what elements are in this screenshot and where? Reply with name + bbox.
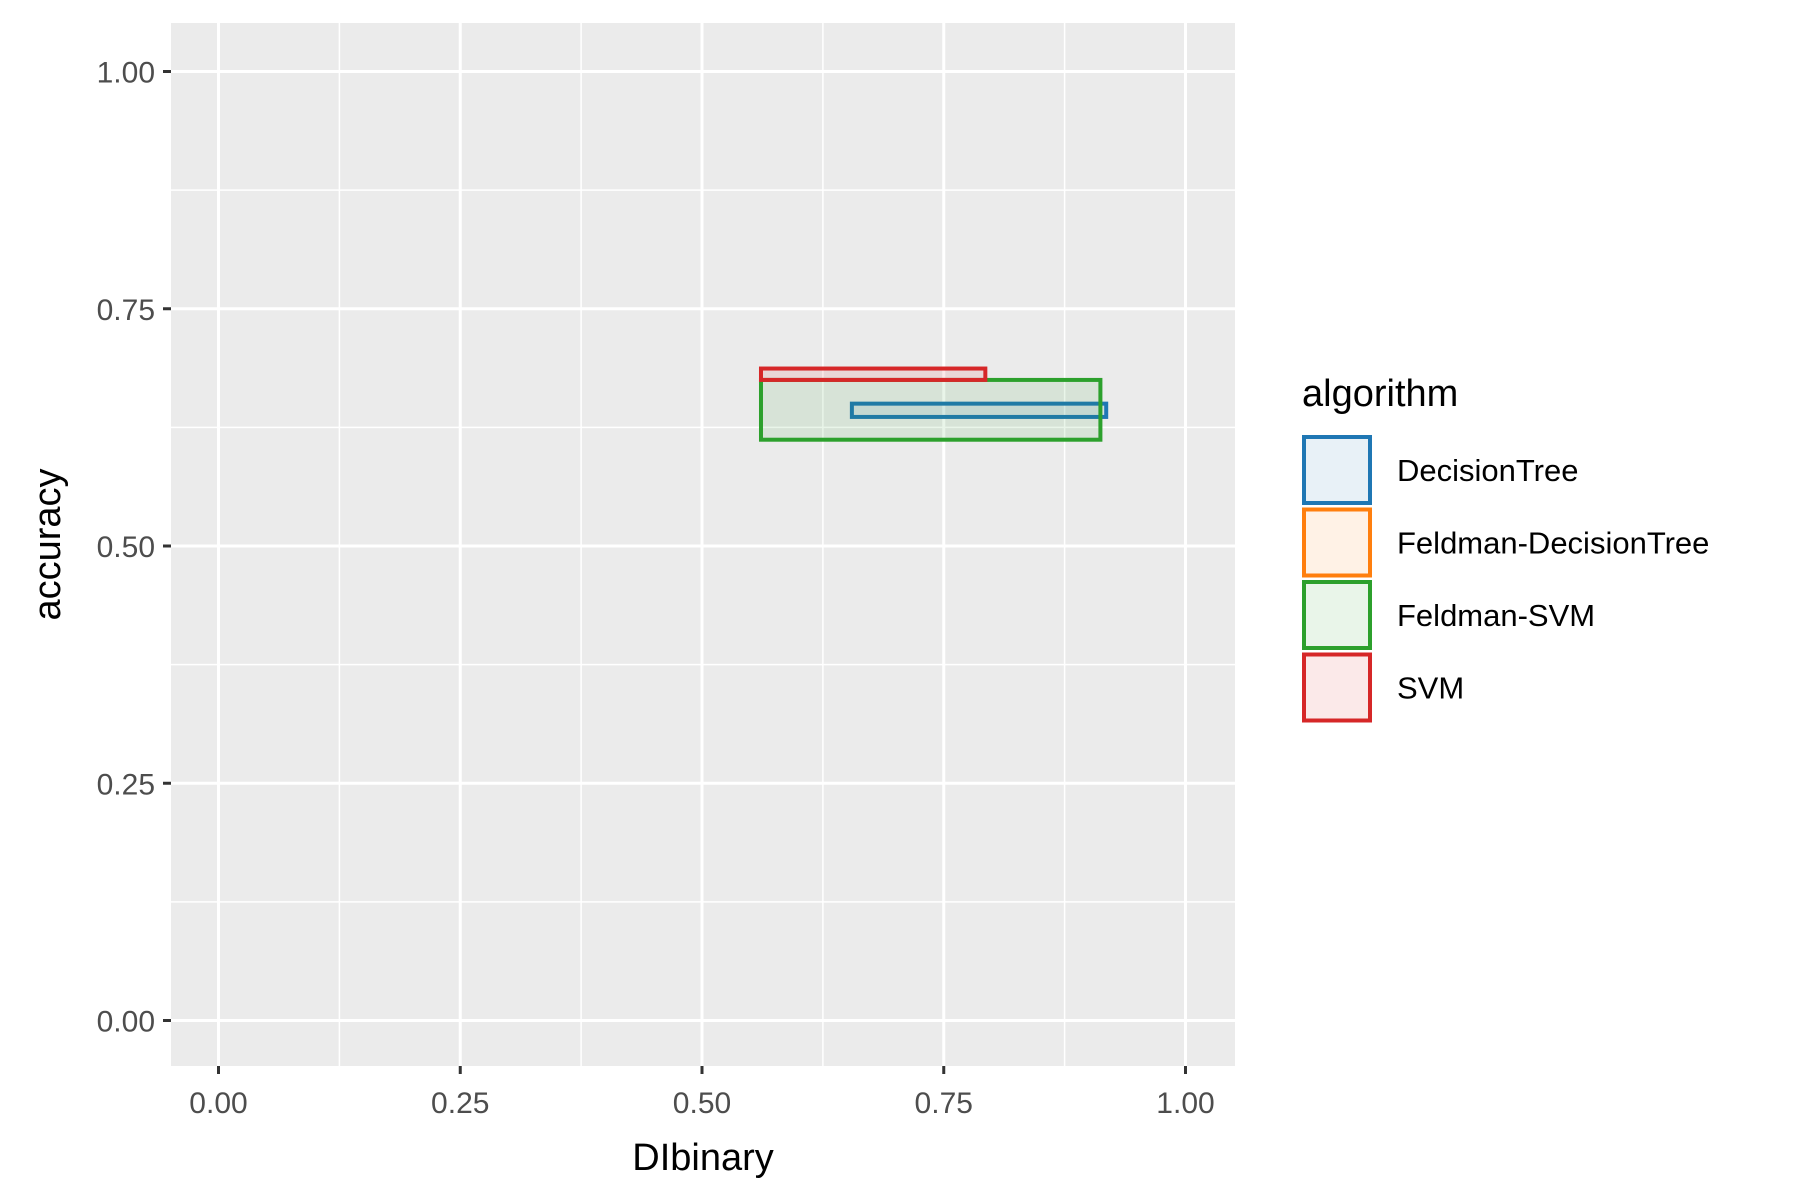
legend: DecisionTree Feldman-DecisionTree Feldman-… [1302,435,1709,723]
y-tick-label: 1.00 [97,57,155,90]
x-tick-label: 0.00 [189,1087,247,1120]
x-tick-label: 1.00 [1156,1087,1214,1120]
legend-key-decisiontree [1302,435,1372,505]
y-tick-label: 0.00 [97,1006,155,1039]
y-axis-title: accuracy [27,468,69,620]
axes: 0.00 0.25 0.50 0.75 1.00 0.00 0.25 0.50 0.75 1.00 [97,57,1215,1121]
rect-decisiontree [849,401,1109,419]
y-tick-label: 0.25 [97,768,155,801]
legend-title: algorithm [1302,373,1458,415]
y-tick-label: 0.75 [97,294,155,327]
legend-label-svm: SVM [1397,671,1464,706]
legend-key-svm [1302,652,1372,723]
rect-svm [758,366,988,382]
x-tick-label: 0.25 [431,1087,489,1120]
data-rectangles [758,366,1109,442]
rect-feldman-svm [758,377,1103,442]
legend-label-decisiontree: DecisionTree [1397,453,1578,488]
legend-key-feldman-decisiontree [1302,507,1372,578]
legend-key-feldman-svm [1302,580,1372,650]
legend-label-feldman-decisiontree: Feldman-DecisionTree [1397,526,1709,561]
x-tick-label: 0.50 [673,1087,731,1120]
y-tick-label: 0.50 [97,531,155,564]
grid-lines [171,23,1235,1066]
legend-label-feldman-svm: Feldman-SVM [1397,598,1595,633]
x-tick-label: 0.75 [915,1087,973,1120]
x-axis-title: DIbinary [632,1137,774,1179]
